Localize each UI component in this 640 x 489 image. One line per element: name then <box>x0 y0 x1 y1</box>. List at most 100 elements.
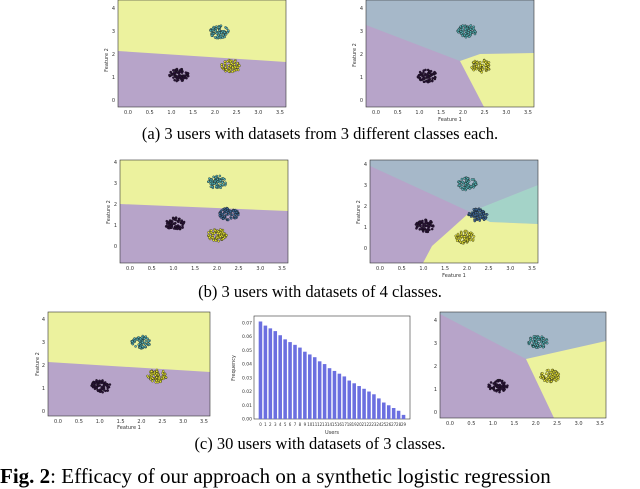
x-tick-label: 2.0 <box>211 110 219 116</box>
scatter-point <box>430 224 433 227</box>
scatter-point <box>418 76 422 80</box>
plot-c-right: 0.0 0.5 1.0 1.5 2.0 2.5 3.0 3.5 4 3 2 1 0 <box>428 311 618 437</box>
hist-x-tick-label: 11 <box>312 422 318 427</box>
hist-x-tick-label: 18 <box>347 422 353 427</box>
scatter-point <box>102 388 105 391</box>
histogram-bar <box>367 391 371 419</box>
scatter-point <box>482 212 485 216</box>
scatter-point <box>548 374 552 378</box>
scatter-point <box>461 188 465 191</box>
scatter-point <box>207 180 210 183</box>
scatter-point <box>420 220 424 223</box>
scatter-point <box>156 380 160 384</box>
cluster-yellow <box>539 368 561 384</box>
scatter-point <box>501 387 505 390</box>
scatter-point <box>467 29 471 32</box>
scatter-point <box>463 24 467 28</box>
cluster-yellow <box>220 58 241 74</box>
scatter-point <box>422 80 426 84</box>
scatter-point <box>238 64 241 67</box>
x-tick-label: 3.5 <box>528 266 536 272</box>
scatter-point <box>137 336 140 339</box>
scatter-point <box>458 183 461 187</box>
scatter-point <box>229 64 232 68</box>
scatter-point <box>216 35 219 39</box>
scatter-point <box>423 74 427 77</box>
cluster-dark <box>164 216 186 231</box>
scatter-point <box>211 236 215 239</box>
x-tick-label: 0.5 <box>148 266 156 272</box>
y-tick-label: 3 <box>42 340 45 346</box>
scatter-point <box>489 386 492 389</box>
y-tick-label: 2 <box>42 363 45 369</box>
scatter-point <box>470 233 473 237</box>
cluster-blue <box>218 206 240 222</box>
scatter-point <box>141 345 145 348</box>
scatter-point <box>545 339 549 342</box>
plot-frame <box>117 0 287 108</box>
scatter-point <box>471 237 475 241</box>
scatter-point <box>455 239 459 242</box>
plot-a-left-svg: 0.0 0.5 1.0 1.5 2.0 2.5 3.0 3.5 4 3 2 1 0 Feature 2 <box>104 0 287 116</box>
scatter-point <box>221 208 225 211</box>
y-tick-label: 3 <box>114 181 117 187</box>
scatter-point <box>552 370 556 374</box>
scatter-point <box>221 36 225 39</box>
x-tick-label: 1.5 <box>189 110 197 116</box>
x-tick-label: 3.0 <box>179 419 187 425</box>
scatter-point <box>479 68 482 72</box>
scatter-point <box>456 232 460 236</box>
scatter-point <box>483 215 487 219</box>
scatter-point <box>213 179 217 183</box>
y-tick-label: 4 <box>360 6 363 12</box>
scatter-point <box>219 235 222 238</box>
scatter-point <box>497 387 501 390</box>
scatter-point <box>224 33 228 36</box>
scatter-point <box>463 177 466 180</box>
scatter-point <box>487 61 491 64</box>
scatter-point <box>184 71 188 74</box>
scatter-point <box>213 36 217 39</box>
plot-a-right-svg: 0.0 0.5 1.0 1.5 2.0 2.5 3.0 3.5 4 3 2 1 0 Feature 1… <box>352 0 535 123</box>
x-tick-label: 2.5 <box>233 110 241 116</box>
scatter-point <box>162 375 165 379</box>
scatter-point <box>173 78 176 82</box>
scatter-point <box>418 228 422 231</box>
scatter-point <box>422 227 426 230</box>
cluster-dark <box>90 379 112 394</box>
x-tick-label: 0.5 <box>146 110 154 116</box>
hist-x-tick-label: 13 <box>322 422 328 427</box>
x-tick-label: 1.0 <box>489 421 497 427</box>
region-purple <box>118 51 286 107</box>
y-ticks: 4 3 2 1 0 <box>114 160 117 250</box>
scatter-point <box>414 223 418 226</box>
scatter-point <box>463 233 467 236</box>
scatter-point <box>214 29 217 33</box>
scatter-point <box>501 384 504 387</box>
y-ticks: 4 3 2 1 0 <box>434 318 437 416</box>
scatter-point <box>178 217 181 221</box>
scatter-point <box>224 181 227 185</box>
scatter-point <box>459 30 463 33</box>
histogram-bar <box>268 328 273 419</box>
x-tick-label: 1.0 <box>167 110 175 116</box>
scatter-point <box>547 368 550 372</box>
hist-x-tick-label: 3 <box>274 422 277 427</box>
scatter-point <box>93 385 97 389</box>
hist-x-tick-label: 4 <box>279 422 282 427</box>
histogram-bar <box>293 344 297 419</box>
region-blue-grey <box>366 0 534 61</box>
y-tick-label: 0 <box>42 409 45 415</box>
scatter-point <box>464 182 468 185</box>
hist-x-tick-label: 27 <box>391 422 397 427</box>
scatter-point <box>538 345 542 348</box>
scatter-point <box>495 389 498 393</box>
histogram-bar <box>273 331 278 419</box>
scatter-point <box>465 237 469 241</box>
histogram-bar <box>317 361 322 419</box>
x-tick-label: 3.5 <box>596 421 604 427</box>
scatter-point <box>533 342 536 346</box>
hist-x-tick-label: 16 <box>337 422 343 427</box>
histogram-bar <box>283 339 287 419</box>
hist-x-tick-label: 24 <box>376 422 382 427</box>
